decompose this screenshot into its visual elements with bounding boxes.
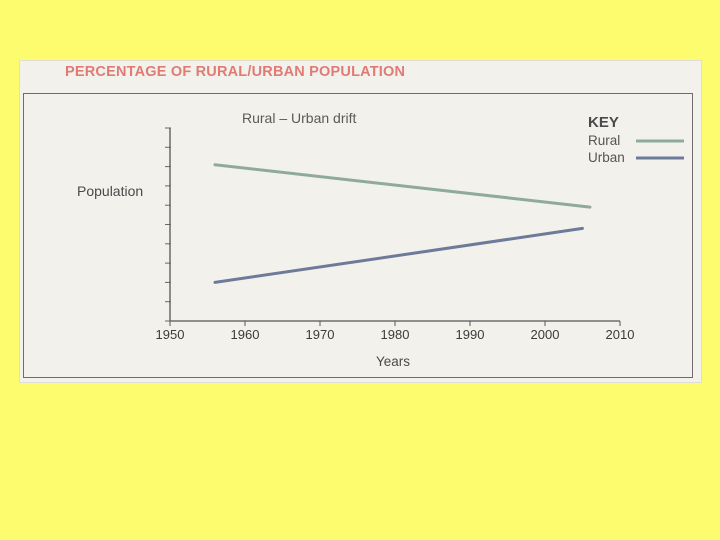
page-title: PERCENTAGE OF RURAL/URBAN POPULATION [65,64,406,80]
series-line-rural [213,163,592,209]
x-tick-label: 2010 [606,327,635,342]
scanned-figure: PERCENTAGE OF RURAL/URBAN POPULATION [19,60,702,383]
y-axis-label: Population [77,183,143,199]
legend-title: KEY [588,114,619,131]
series-line-urban [213,226,584,284]
x-tick-label: 1950 [156,327,185,342]
chart-frame [23,93,693,378]
x-tick-label: 1960 [231,327,260,342]
x-axis-label: Years [376,354,410,369]
x-tick-label: 1980 [381,327,410,342]
x-tick-label: 1970 [306,327,335,342]
chart-subtitle: Rural – Urban drift [242,110,356,126]
legend-label-urban: Urban [588,150,625,165]
legend-label-rural: Rural [588,133,620,148]
x-tick-label: 2000 [531,327,560,342]
x-tick-label: 1990 [456,327,485,342]
